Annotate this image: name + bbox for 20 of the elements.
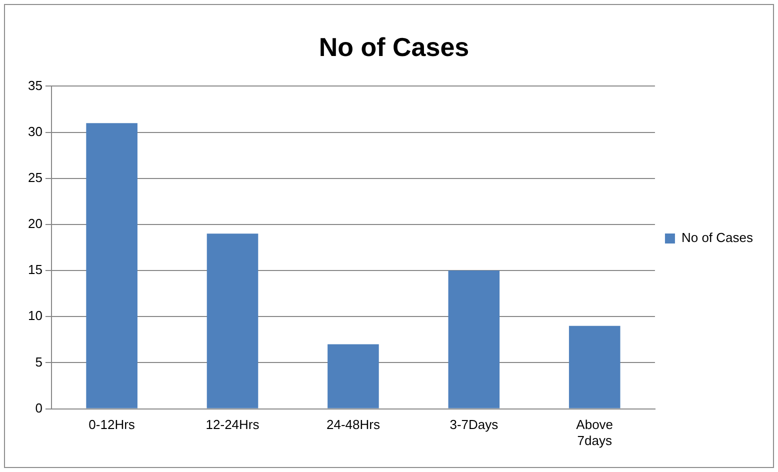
x-tick-label: 12-24Hrs <box>206 417 260 432</box>
y-tick-label: 0 <box>35 400 42 416</box>
y-tick-label: 35 <box>28 78 42 93</box>
y-tick-label: 25 <box>28 170 42 185</box>
y-tick-label: 10 <box>28 308 42 324</box>
bar <box>86 123 138 408</box>
y-tick-label: 30 <box>28 124 42 139</box>
y-tick-label: 5 <box>35 354 42 370</box>
x-tick-label: 0-12Hrs <box>88 417 136 432</box>
bar <box>448 270 500 408</box>
legend-label: No of Cases <box>681 230 754 246</box>
bar <box>568 326 620 408</box>
bar <box>206 234 258 408</box>
chart-title: No of Cases <box>318 32 470 62</box>
y-tick-label: 15 <box>28 262 42 278</box>
x-tick-label: Above 7days <box>576 417 614 448</box>
y-tick-label: 20 <box>28 216 42 232</box>
bar <box>328 344 379 408</box>
x-tick-label: 24-48Hrs <box>326 417 380 432</box>
x-tick-label: 3-7Days <box>450 417 499 432</box>
